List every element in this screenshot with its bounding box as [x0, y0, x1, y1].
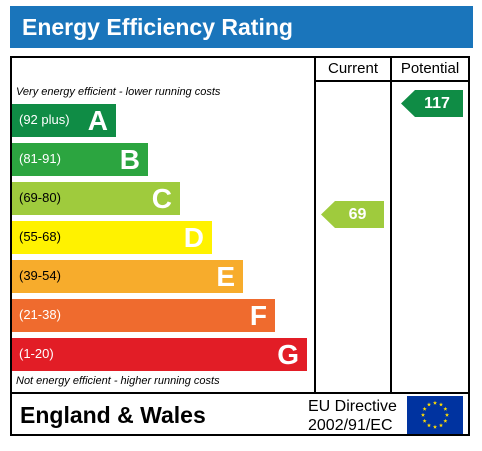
band-letter: G — [277, 339, 299, 370]
eu-star-icon — [432, 400, 438, 405]
band-letter: A — [87, 105, 108, 136]
band-letter: D — [183, 222, 204, 253]
potential-rating-value: 117 — [424, 95, 450, 112]
band-e: (39-54) E — [12, 260, 243, 293]
eu-star-icon — [420, 412, 426, 417]
column-header-divider — [314, 80, 470, 82]
eu-star-icon — [426, 402, 432, 407]
band-range: (55-68) — [19, 229, 61, 244]
band-letter: C — [151, 183, 172, 214]
directive-line-2: 2002/91/EC — [308, 417, 393, 434]
eu-star-icon — [432, 424, 438, 429]
top-efficiency-note: Very energy efficient - lower running co… — [16, 86, 221, 98]
current-rating-arrow: 69 — [321, 201, 384, 228]
footer-country: England & Wales — [20, 402, 206, 428]
eu-star-icon — [443, 406, 448, 411]
band-range: (69-80) — [19, 190, 61, 205]
band-b: (81-91) B — [12, 143, 148, 176]
eu-flag-icon — [407, 396, 463, 434]
eu-star-icon — [422, 418, 427, 423]
current-column-divider — [314, 56, 316, 394]
band-c: (69-80) C — [12, 182, 180, 215]
band-f: (21-38) F — [12, 299, 275, 332]
band-range: (92 plus) — [19, 112, 70, 127]
eu-star-icon — [444, 412, 450, 417]
current-column-header: Current — [327, 60, 379, 77]
band-d: (55-68) D — [12, 221, 212, 254]
eu-star-icon — [438, 402, 444, 407]
band-letter: B — [119, 144, 140, 175]
rating-frame — [10, 56, 470, 436]
page-title: Energy Efficiency Rating — [22, 14, 293, 40]
eu-star-icon — [438, 423, 444, 428]
footer-divider — [10, 392, 470, 394]
potential-column-divider — [390, 56, 392, 394]
footer-directive: EU Directive 2002/91/EC — [308, 397, 397, 435]
band-a: (92 plus) A — [12, 104, 116, 137]
band-g: (1-20) G — [12, 338, 307, 371]
title-bar: Energy Efficiency Rating — [10, 6, 473, 48]
band-range: (21-38) — [19, 307, 61, 322]
band-range: (39-54) — [19, 268, 61, 283]
band-range: (1-20) — [19, 346, 54, 361]
eu-flag-stars — [420, 400, 450, 429]
bottom-efficiency-note: Not energy efficient - higher running co… — [16, 375, 220, 387]
eu-star-icon — [426, 423, 432, 428]
eu-star-icon — [443, 418, 448, 423]
band-range: (81-91) — [19, 151, 61, 166]
directive-line-1: EU Directive — [308, 398, 397, 415]
potential-column-header: Potential — [400, 60, 460, 77]
eu-star-icon — [422, 406, 427, 411]
band-letter: F — [249, 300, 267, 331]
potential-rating-arrow: 117 — [401, 90, 463, 117]
current-rating-value: 69 — [348, 206, 367, 223]
band-letter: E — [216, 261, 235, 292]
